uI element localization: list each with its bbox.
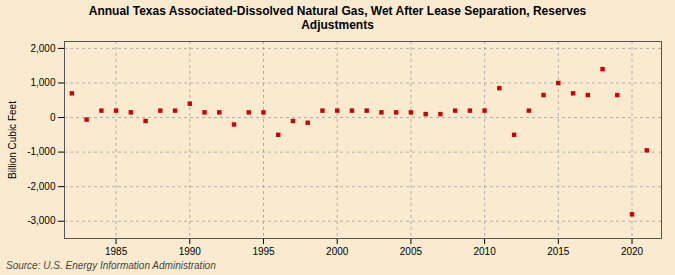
svg-text:-1,000: -1,000 <box>27 146 56 157</box>
svg-text:1990: 1990 <box>179 245 202 256</box>
svg-text:1985: 1985 <box>105 245 128 256</box>
svg-text:2015: 2015 <box>547 245 570 256</box>
svg-text:2005: 2005 <box>400 245 423 256</box>
svg-text:2000: 2000 <box>326 245 349 256</box>
svg-text:2010: 2010 <box>473 245 496 256</box>
svg-text:2020: 2020 <box>621 245 644 256</box>
svg-text:Billion Cubic Feet: Billion Cubic Feet <box>7 101 18 179</box>
svg-text:-3,000: -3,000 <box>27 215 56 226</box>
svg-text:-2,000: -2,000 <box>27 181 56 192</box>
svg-text:0: 0 <box>50 112 56 123</box>
svg-text:1,000: 1,000 <box>30 77 55 88</box>
svg-text:1995: 1995 <box>252 245 275 256</box>
html-text:Annual Texas Associated-Dissol: Annual Texas Associated-Dissolved Natura… <box>88 4 587 33</box>
html-text:Source: U.S. Energy Informatio: Source: U.S. Energy Information Administ… <box>6 259 216 271</box>
svg-text:2,000: 2,000 <box>30 42 55 53</box>
